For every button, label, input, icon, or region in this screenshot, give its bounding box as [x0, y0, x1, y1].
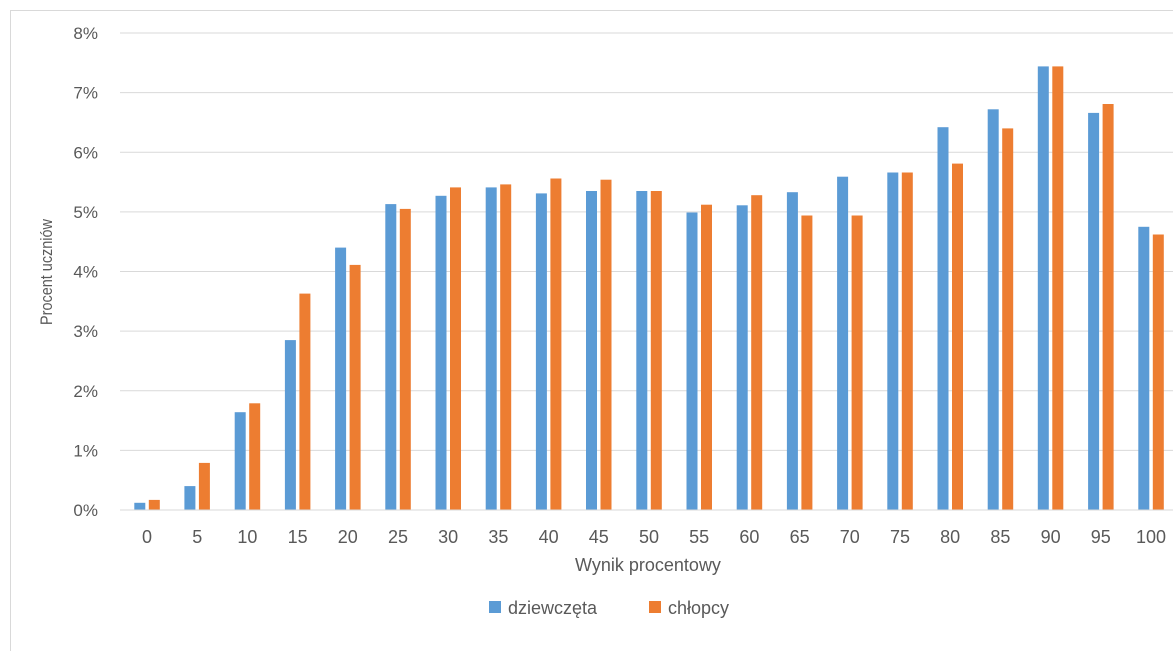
bar-dziewczeta [234, 412, 246, 510]
bar-chlopcy [450, 187, 461, 510]
y-tick-label: 7% [73, 84, 98, 103]
bar-dziewczeta [686, 212, 698, 510]
x-tick-label: 30 [438, 527, 458, 547]
bar-chlopcy [399, 208, 411, 510]
y-tick-label: 2% [73, 382, 98, 401]
x-axis-title: Wynik procentowy [575, 555, 721, 575]
bar-chart: 0% 1% 2% 3% 4% 5% 6% 7% 8% 0 5 10 15 20 25 30 35 40 45 50 5… [38, 24, 1173, 618]
x-tick-label: 90 [1041, 527, 1061, 547]
x-axis-tick-labels: 0 5 10 15 20 25 30 35 40 45 50 55 60 65 70 75 80 85 90 95 10… [142, 527, 1166, 547]
bar-chlopcy [650, 191, 662, 510]
x-tick-label: 45 [589, 527, 609, 547]
legend-swatch-dziewczeta [489, 601, 501, 613]
y-tick-label: 8% [73, 24, 98, 43]
chart-frame [10, 10, 1173, 651]
bar-chlopcy [148, 499, 160, 510]
bar-dziewczeta [1037, 66, 1049, 511]
bar-chlopcy [249, 403, 261, 510]
legend-swatch-chlopcy [649, 601, 661, 613]
bar-chlopcy [1052, 66, 1064, 511]
bars [134, 66, 1164, 511]
bar-dziewczeta [1138, 226, 1150, 511]
x-tick-label: 40 [539, 527, 559, 547]
x-tick-label: 50 [639, 527, 659, 547]
x-tick-label: 70 [840, 527, 860, 547]
bar-dziewczeta [535, 193, 547, 510]
bar-chlopcy [801, 215, 813, 510]
legend-label-dziewczeta: dziewczęta [508, 598, 598, 618]
x-tick-label: 10 [237, 527, 257, 547]
bar-chlopcy [1152, 234, 1164, 510]
x-tick-label: 85 [990, 527, 1010, 547]
bar-chlopcy [198, 462, 210, 510]
bar-chlopcy [1102, 104, 1114, 510]
bar-chlopcy [952, 163, 963, 510]
bar-chlopcy [299, 293, 311, 510]
x-tick-label: 100 [1136, 527, 1166, 547]
bar-dziewczeta [184, 486, 196, 510]
bar-chlopcy [751, 195, 763, 510]
y-tick-label: 6% [73, 143, 98, 162]
bar-dziewczeta [987, 109, 999, 511]
x-tick-label: 65 [790, 527, 810, 547]
y-tick-label: 5% [73, 203, 98, 222]
bar-chlopcy [851, 215, 863, 510]
y-tick-label: 0% [73, 501, 98, 520]
legend-label-chlopcy: chłopcy [668, 598, 729, 618]
bar-chlopcy [500, 184, 512, 510]
bar-dziewczeta [887, 172, 899, 510]
bar-dziewczeta [335, 247, 347, 510]
legend: dziewczęta chłopcy [489, 598, 729, 618]
y-tick-label: 3% [73, 322, 98, 341]
bar-chlopcy [550, 178, 562, 510]
bar-dziewczeta [134, 502, 146, 510]
bar-chlopcy [901, 172, 913, 510]
bar-dziewczeta [636, 191, 648, 510]
bar-chlopcy [600, 179, 612, 510]
x-tick-label: 75 [890, 527, 910, 547]
bar-dziewczeta [586, 191, 597, 510]
x-tick-label: 20 [338, 527, 358, 547]
bar-dziewczeta [736, 205, 748, 511]
bar-dziewczeta [284, 340, 296, 510]
y-axis-title: Procent uczniów [38, 218, 56, 325]
x-tick-label: 15 [288, 527, 308, 547]
bar-chlopcy [1002, 128, 1014, 510]
bar-dziewczeta [485, 187, 497, 510]
y-tick-label: 4% [73, 263, 98, 282]
x-tick-label: 0 [142, 527, 152, 547]
bar-chlopcy [349, 264, 361, 510]
y-tick-label: 1% [73, 441, 98, 460]
bar-chlopcy [701, 204, 712, 510]
bar-dziewczeta [786, 192, 798, 510]
x-tick-label: 95 [1091, 527, 1111, 547]
y-axis-tick-labels: 0% 1% 2% 3% 4% 5% 6% 7% 8% [73, 24, 98, 520]
x-tick-label: 35 [488, 527, 508, 547]
bar-dziewczeta [937, 127, 949, 510]
x-tick-label: 5 [192, 527, 202, 547]
bar-dziewczeta [837, 176, 849, 510]
x-tick-label: 60 [739, 527, 759, 547]
x-tick-label: 55 [689, 527, 709, 547]
x-tick-label: 80 [940, 527, 960, 547]
bar-dziewczeta [1088, 112, 1100, 511]
x-tick-label: 25 [388, 527, 408, 547]
bar-dziewczeta [385, 204, 397, 510]
bar-dziewczeta [435, 195, 447, 511]
